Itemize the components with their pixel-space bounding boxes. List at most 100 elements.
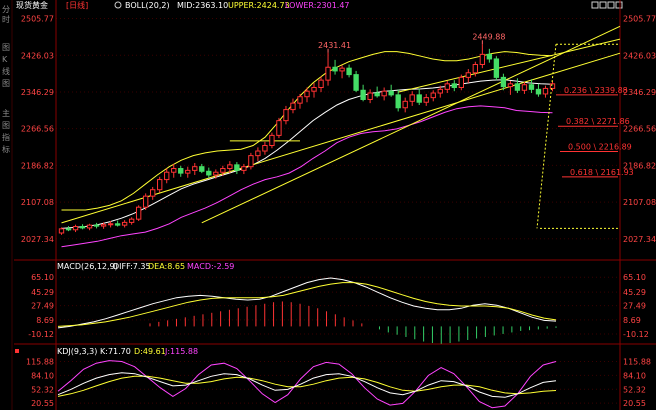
indicator-name: BOLL(20,2)	[125, 1, 170, 10]
candle-body	[86, 224, 93, 229]
y-tick-left: 2346.29	[21, 88, 54, 97]
kdj-tick-left: 52.32	[31, 385, 54, 394]
candle-body	[135, 206, 142, 220]
kdj-tick-right: 20.55	[623, 399, 646, 408]
y-tick-left: 2107.08	[21, 198, 54, 207]
high-label: 2431.41	[318, 41, 351, 50]
sidebar-char-4[interactable]: 线	[2, 66, 10, 76]
candle-body	[185, 169, 191, 174]
candle-body	[332, 66, 338, 72]
instrument-name: 现货黄金	[16, 0, 48, 10]
settings-icon[interactable]	[114, 1, 122, 9]
toolbar-button-2[interactable]	[599, 1, 607, 9]
candle-body	[528, 84, 535, 90]
boll-lower-value: LOWER:2301.47	[285, 1, 350, 10]
candle-body	[395, 94, 401, 109]
macd-tick-left: 8.69	[36, 316, 54, 325]
main-header: 现货黄金 [日线] BOLL(20,2) MID:2363.10 UPPER:2…	[16, 0, 350, 10]
candle-body	[164, 171, 170, 181]
candle-body	[430, 92, 436, 99]
candle-body	[255, 150, 261, 157]
candle-body	[234, 164, 240, 171]
candle-body	[93, 224, 100, 227]
kdj-plot	[57, 360, 557, 409]
sidebar-char-3[interactable]: K	[2, 55, 8, 64]
toolbar-button-1[interactable]	[591, 1, 599, 9]
macd-tick-right: 65.10	[623, 273, 646, 282]
candle-body	[213, 171, 219, 176]
sidebar-char-1[interactable]: 时	[2, 14, 10, 24]
kdj-k-line	[57, 372, 557, 398]
kdj-j-line	[57, 360, 557, 409]
y-tick-right: 2346.29	[623, 88, 656, 97]
sidebar-char-6[interactable]: 主	[2, 108, 10, 118]
macd-plot	[57, 277, 557, 344]
fibonacci-levels: 0.236 \ 2339.88 0.382 \ 2271.86 0.500 \ 22…	[536, 43, 634, 229]
high-label: 2449.88	[472, 32, 505, 41]
y-tick-left: 2426.03	[21, 51, 54, 60]
macd-tick-right: 27.49	[623, 302, 646, 311]
candle-body	[465, 72, 471, 78]
toolbar-button-3[interactable]	[607, 1, 615, 9]
candle-body	[143, 195, 149, 208]
sidebar-char-5[interactable]: 图	[2, 79, 10, 88]
sidebar-char-9[interactable]: 标	[2, 144, 10, 154]
kdj-marker-icon[interactable]	[15, 349, 19, 353]
fib-level-label: 0.236 \ 2339.88	[564, 86, 628, 95]
candle-body	[157, 179, 163, 191]
candle-body	[367, 92, 373, 100]
candles	[58, 44, 556, 235]
candle-body	[58, 228, 65, 234]
kdj-tick-left: 115.88	[26, 358, 54, 367]
macd-tick-left: 27.49	[31, 302, 54, 311]
sidebar-char-0[interactable]: 分	[2, 5, 10, 14]
boll-upper-value: UPPER:2424.73	[228, 1, 290, 10]
trendline[interactable]	[201, 25, 621, 224]
candle-body	[65, 228, 72, 231]
candle-body	[353, 74, 359, 91]
candle-body	[402, 100, 408, 109]
sidebar-char-8[interactable]: 指	[2, 132, 10, 142]
candle-body	[458, 76, 464, 89]
kdj-y-axis: 115.88 115.88 84.10 84.10 52.32 52.32 20.55 20.…	[26, 358, 651, 409]
kdj-tick-right: 84.10	[623, 371, 646, 380]
trendline[interactable]	[398, 38, 621, 93]
candle-body	[514, 83, 521, 91]
boll-lower-line	[61, 105, 553, 248]
macd-diff-value: DIFF:7.35	[113, 262, 151, 271]
toolbar-button-4[interactable]	[615, 1, 623, 9]
kdj-tick-left: 20.55	[31, 399, 54, 408]
candle-body	[507, 83, 514, 88]
candle-body	[339, 67, 345, 72]
candle-body	[178, 168, 184, 174]
fib-diagonal[interactable]	[536, 44, 557, 229]
kdj-tick-right: 52.32	[623, 385, 646, 394]
y-tick-right: 2107.08	[623, 198, 656, 207]
candle-body	[128, 218, 135, 223]
sidebar-char-2[interactable]: 图	[2, 43, 10, 52]
kdj-j-value: J:115.88	[164, 347, 198, 356]
candle-body	[486, 53, 493, 60]
fib-level-label: 0.500 \ 2216.89	[568, 143, 632, 152]
macd-tick-left: -10.12	[28, 330, 54, 339]
candle-body	[150, 189, 156, 197]
candle-body	[269, 134, 275, 147]
y-tick-left: 2266.56	[21, 125, 54, 134]
macd-y-axis: 65.10 65.10 45.29 45.29 27.49 27.49 8.69 8.69 -1…	[28, 273, 649, 339]
candle-body	[199, 166, 205, 172]
y-tick-left: 2505.77	[21, 15, 54, 24]
candle-body	[206, 170, 212, 176]
candle-body	[423, 97, 429, 103]
candle-body	[262, 145, 268, 152]
candle-body	[290, 102, 296, 111]
kdj-d-line	[57, 375, 557, 397]
boll-mid-value: MID:2363.10	[177, 1, 228, 10]
sidebar-char-7[interactable]: 图	[2, 121, 10, 130]
candle-body	[374, 92, 380, 97]
macd-diff-line	[57, 277, 557, 329]
candle-body	[542, 87, 549, 95]
period-label[interactable]: [日线]	[66, 0, 88, 10]
macd-tick-right: 8.69	[623, 316, 641, 325]
